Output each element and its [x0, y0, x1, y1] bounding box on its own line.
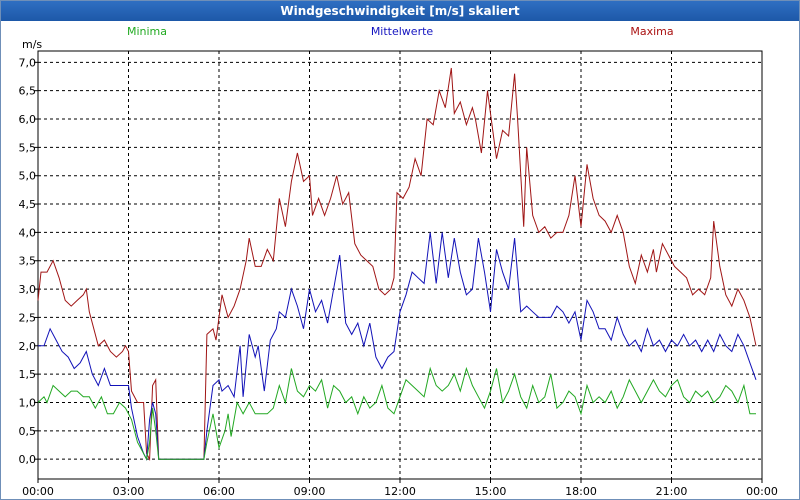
x-axis-ticks: 00:0030.03.1703:0030.03.1706:0030.03.170…: [22, 479, 778, 498]
y-tick-label: 2,0: [19, 340, 37, 353]
x-tick-time: 15:00: [475, 485, 507, 498]
y-tick-label: 6,5: [19, 85, 37, 98]
y-axis-label: m/s: [22, 38, 42, 51]
wind-speed-chart: 0,0 0,5 1,0 1,5 2,0 2,5 3,0 3,5 4,0 4,5 5,0 5,5 6,0 6…: [19, 25, 778, 498]
series-mittelwerte: [38, 232, 757, 461]
plot-area: [37, 50, 763, 480]
y-tick-label: 1,5: [19, 368, 37, 381]
y-tick-label: 1,0: [19, 396, 37, 409]
x-tick-time: 03:00: [113, 485, 145, 498]
series-minima: [37, 366, 756, 461]
grid-lines: [38, 51, 762, 479]
y-tick-label: 4,0: [19, 226, 37, 239]
y-axis-ticks: 0,0 0,5 1,0 1,5 2,0 2,5 3,0 3,5 4,0 4,5 5,0 5,5 6,0 6…: [19, 56, 38, 466]
x-tick-time: 06:00: [203, 485, 235, 498]
series-maxima: [37, 67, 757, 462]
window-title: Windgeschwindigkeit [m/s] skaliert: [1, 1, 799, 21]
y-tick-label: 5,5: [19, 141, 37, 154]
y-tick-label: 4,5: [19, 198, 37, 211]
y-tick-label: 5,0: [19, 170, 37, 183]
x-tick-time: 00:00: [746, 485, 778, 498]
y-tick-label: 3,5: [19, 255, 37, 268]
y-tick-label: 3,0: [19, 283, 37, 296]
series-lines: [37, 67, 757, 462]
x-tick-time: 18:00: [565, 485, 597, 498]
x-tick-time: 09:00: [294, 485, 326, 498]
legend-maxima: Maxima: [630, 25, 673, 38]
x-tick-time: 12:00: [384, 485, 416, 498]
y-tick-label: 7,0: [19, 56, 37, 69]
x-tick-time: 00:00: [22, 485, 54, 498]
y-tick-label: 2,5: [19, 311, 37, 324]
y-tick-label: 0,0: [19, 453, 37, 466]
y-tick-label: 6,0: [19, 113, 37, 126]
legend-mittelwerte: Mittelwerte: [371, 25, 434, 38]
x-tick-time: 21:00: [656, 485, 688, 498]
y-tick-label: 0,5: [19, 425, 37, 438]
legend-minima: Minima: [127, 25, 167, 38]
